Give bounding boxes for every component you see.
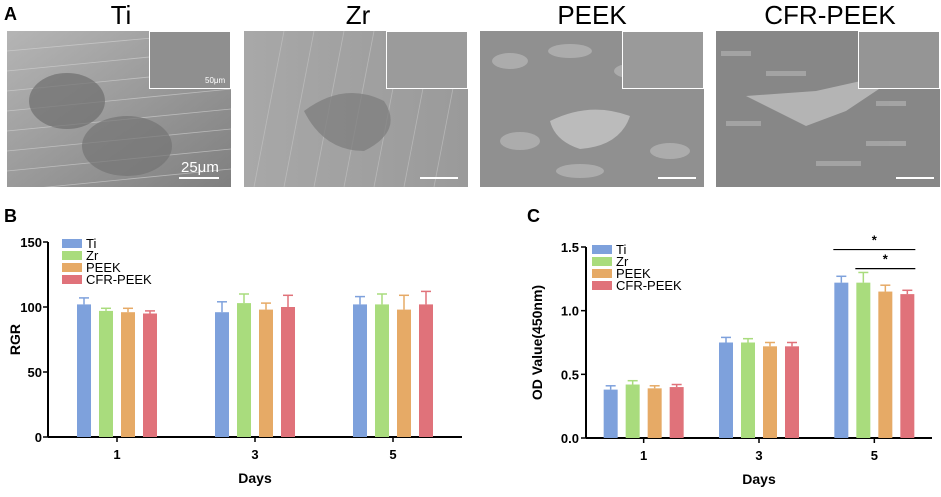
- legend-swatch: [592, 281, 612, 290]
- significance-label: *: [883, 252, 889, 267]
- x-axis-label: Days: [238, 470, 272, 486]
- bar: [603, 389, 618, 438]
- y-tick-label: 1.0: [561, 304, 579, 319]
- legend-label: Ti: [86, 236, 96, 251]
- sem-inset-cfr-peek: [858, 31, 940, 89]
- legend-swatch: [592, 245, 612, 254]
- x-tick-label: 5: [389, 447, 396, 462]
- sem-texture-ti: [7, 31, 231, 187]
- x-tick-label: 3: [755, 448, 762, 463]
- scale-label-ti: 25μm: [181, 159, 219, 176]
- bar: [237, 303, 251, 437]
- y-tick-label: 1.5: [561, 240, 579, 255]
- bar: [259, 309, 273, 437]
- panel-letter-c: C: [527, 206, 540, 226]
- sem-image-peek: [480, 31, 704, 187]
- bar: [397, 309, 411, 437]
- x-tick-label: 1: [113, 447, 120, 462]
- legend-label: PEEK: [86, 260, 121, 275]
- x-tick-label: 1: [640, 448, 647, 463]
- bar: [375, 304, 389, 437]
- sem-title-ti: Ti: [110, 0, 132, 30]
- significance-label: *: [872, 233, 878, 248]
- chart-c-svg: 0.0 0.5 1.0 1.5 OD Value(450nm) 1 3 5 Days TiZrPE…: [529, 233, 932, 487]
- chart-b: 0 50 100 150 RGR 1 3 5 Days Ti Zr PEEK CFR-PEEK: [0, 220, 465, 492]
- legend-swatch: [62, 263, 82, 272]
- sem-image-ti: 50μm 25μm: [7, 31, 231, 187]
- bar: [834, 282, 849, 438]
- bar: [647, 388, 662, 438]
- legend-label: Zr: [616, 254, 629, 269]
- bar: [143, 313, 157, 437]
- panel-letter-b: B: [4, 206, 17, 226]
- y-tick-label: 100: [20, 300, 42, 315]
- bar: [785, 346, 799, 438]
- bar: [353, 304, 367, 437]
- y-tick-label: 50: [28, 365, 42, 380]
- bar: [763, 346, 777, 438]
- x-tick-label: 3: [251, 447, 258, 462]
- legend-label: Ti: [616, 242, 626, 257]
- y-tick-label: 0: [35, 430, 42, 445]
- bar: [281, 307, 295, 437]
- panel-letter-a: A: [4, 4, 17, 24]
- legend-swatch: [62, 251, 82, 260]
- legend-label: Zr: [86, 248, 99, 263]
- sem-inset-peek: [622, 31, 704, 89]
- sem-image-cfr-peek: [716, 31, 940, 187]
- sem-inset-zr: [386, 31, 468, 89]
- legend-swatch: [592, 257, 612, 266]
- legend-swatch: [592, 269, 612, 278]
- bar: [669, 387, 684, 438]
- sem-image-zr: [244, 31, 468, 187]
- bar: [77, 304, 91, 437]
- inset-scale-label-ti: 50μm: [205, 76, 226, 85]
- sem-inset-ti: [149, 31, 231, 89]
- legend-label: PEEK: [616, 266, 651, 281]
- legend-swatch: [62, 275, 82, 284]
- bar: [856, 282, 871, 438]
- bar: [878, 291, 893, 438]
- bar: [121, 312, 135, 437]
- y-axis-label: RGR: [7, 324, 23, 355]
- bar: [215, 312, 229, 437]
- bar: [741, 342, 755, 438]
- legend-label: CFR-PEEK: [86, 272, 152, 287]
- y-tick-label: 0.0: [561, 431, 579, 446]
- y-axis-label: OD Value(450nm): [529, 285, 545, 400]
- bar: [719, 342, 733, 438]
- sem-title-zr: Zr: [345, 0, 371, 30]
- bar: [625, 384, 640, 438]
- sem-title-peek: PEEK: [557, 0, 627, 30]
- x-tick-label: 5: [871, 448, 878, 463]
- x-axis-label: Days: [742, 471, 776, 487]
- y-tick-label: 0.5: [561, 367, 579, 382]
- bar: [900, 294, 915, 438]
- bar: [99, 310, 113, 437]
- legend-label: CFR-PEEK: [616, 278, 682, 293]
- chart-c: 0.0 0.5 1.0 1.5 OD Value(450nm) 1 3 5 Days Ti Zr PE…: [520, 220, 940, 492]
- legend-swatch: [62, 239, 82, 248]
- bar: [419, 304, 433, 437]
- sem-title-cfr-peek: CFR-PEEK: [764, 0, 896, 30]
- y-tick-label: 150: [20, 235, 42, 250]
